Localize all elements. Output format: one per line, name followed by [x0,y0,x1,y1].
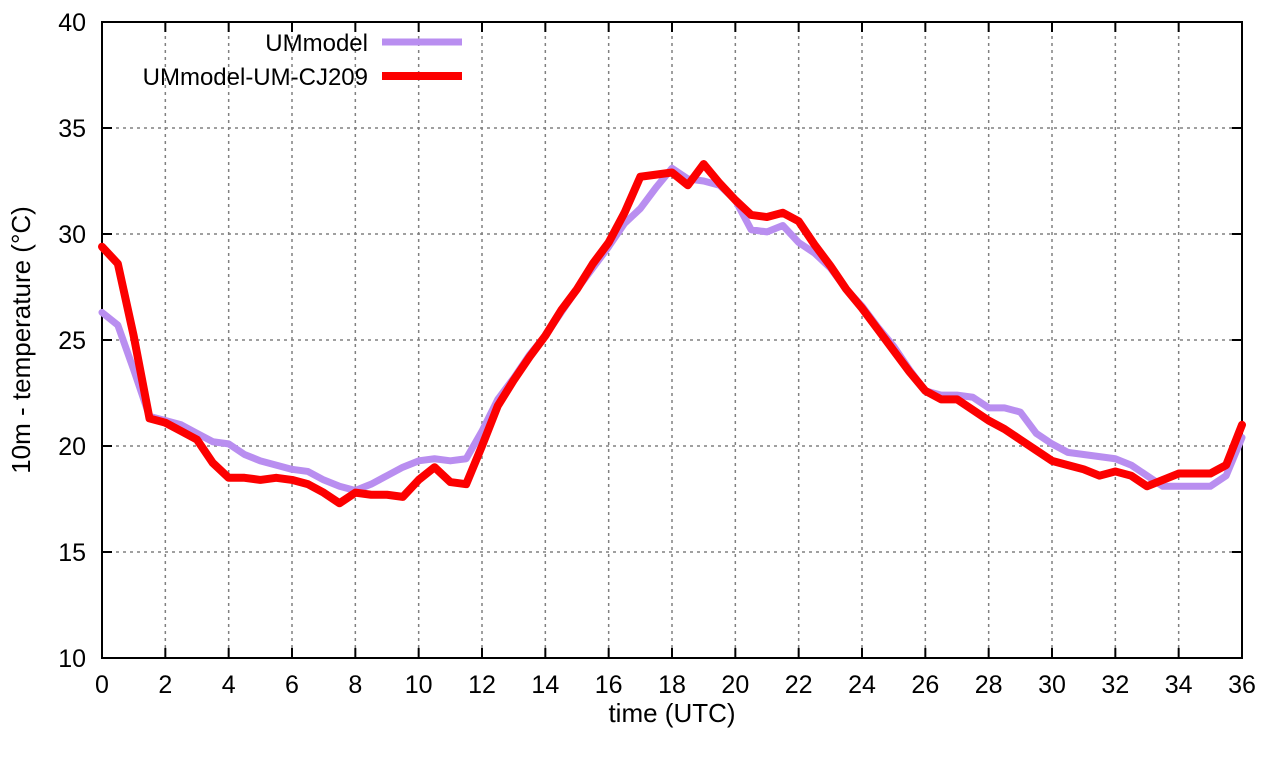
y-tick-label: 40 [58,9,86,37]
x-tick-label: 20 [721,671,749,699]
x-tick-label: 26 [911,671,939,699]
x-tick-label: 6 [285,671,299,699]
x-tick-label: 32 [1101,671,1129,699]
series-line-2 [98,160,1246,508]
x-tick-label: 28 [975,671,1003,699]
x-tick-label: 16 [595,671,623,699]
legend-label-2: UMmodel-UM-CJ209 [143,64,368,91]
chart-legend: UMmodel UMmodel-UM-CJ209 [143,30,462,91]
gridlines [102,22,1242,658]
series-line-1 [98,164,1246,495]
x-axis-title: time (UTC) [608,698,735,728]
x-tick-label: 14 [531,671,559,699]
y-axis-title: 10m - temperature (°C) [6,206,36,474]
x-tick-label: 34 [1165,671,1193,699]
x-tick-label: 12 [468,671,496,699]
x-tick-label: 8 [348,671,362,699]
x-tick-label: 2 [158,671,172,699]
legend-label-1: UMmodel [265,30,368,57]
x-tick-label: 36 [1228,671,1256,699]
y-tick-label: 35 [58,115,86,143]
axis-ticks [101,21,1243,659]
y-tick-label: 20 [58,433,86,461]
x-tick-label: 18 [658,671,686,699]
x-tick-label: 0 [95,671,109,699]
y-tick-label: 10 [58,645,86,673]
axis-tick-labels: 0 2 4 6 8 10 12 14 16 18 20 22 24 26 28 30 32 34 361015202… [58,9,1256,699]
data-series-layer [98,160,1246,508]
y-tick-label: 30 [58,221,86,249]
x-tick-label: 10 [405,671,433,699]
x-tick-label: 4 [222,671,236,699]
x-tick-label: 30 [1038,671,1066,699]
x-tick-label: 22 [785,671,813,699]
y-tick-label: 25 [58,327,86,355]
x-tick-label: 24 [848,671,876,699]
y-tick-label: 15 [58,539,86,567]
